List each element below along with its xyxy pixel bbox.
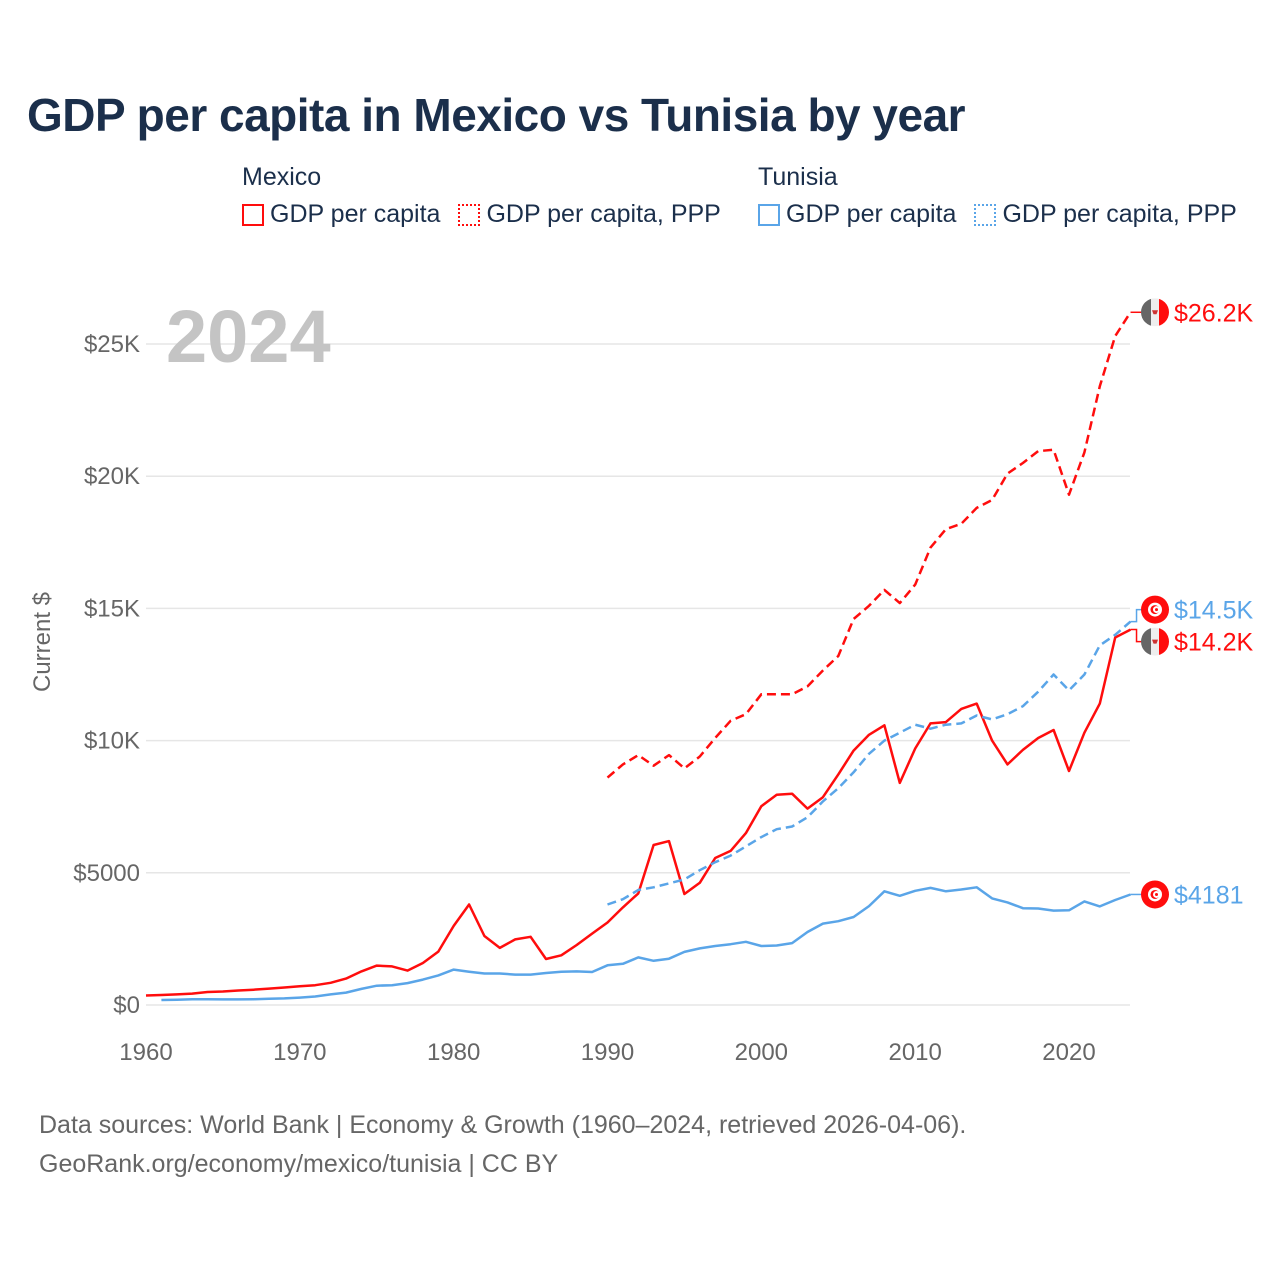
flag-star [1155, 892, 1158, 896]
flag-stripe [1159, 298, 1169, 327]
flag-stripe [1141, 298, 1151, 327]
end-value-label: $26.2K [1174, 299, 1254, 327]
chart-title: GDP per capita in Mexico vs Tunisia by y… [27, 89, 966, 141]
flag-emblem [1152, 310, 1158, 315]
end-value-label: $14.5K [1174, 597, 1254, 625]
x-tick-label: 2020 [1042, 1039, 1095, 1066]
y-tick-label: $0 [113, 992, 140, 1019]
mexico-flag-icon [1141, 627, 1169, 656]
x-tick-label: 1980 [427, 1039, 480, 1066]
legend-swatch-solid [758, 203, 780, 226]
legend-item-tunisia-ppp[interactable]: GDP per capita, PPP [974, 200, 1237, 229]
x-tick-label: 1970 [273, 1039, 326, 1066]
legend-group-mexico: Mexico GDP per capita GDP per capita, PP… [242, 163, 721, 229]
legend-swatch-dotted [458, 203, 481, 226]
flag-star [1155, 608, 1158, 612]
flag-stripe [1159, 627, 1169, 656]
leader-line [1130, 628, 1143, 643]
flag-stripes [1141, 627, 1169, 656]
x-tick-label: 2010 [888, 1039, 941, 1066]
tunisia-flag-icon [1141, 880, 1169, 909]
legend-item-mexico-ppp[interactable]: GDP per capita, PPP [458, 200, 721, 229]
legend-label: GDP per capita [270, 200, 441, 228]
flag-emblem [1152, 639, 1158, 644]
y-axis-label: Current $ [29, 592, 56, 692]
y-tick-label: $10K [84, 728, 140, 755]
year-watermark: 2024 [166, 295, 331, 378]
y-tick-label: $20K [84, 463, 140, 490]
source-link[interactable]: GeoRank.org/economy/mexico/tunisia | CC … [39, 1150, 559, 1178]
end-value-label: $14.2K [1174, 629, 1254, 657]
series-line-mexico-gdp-per-capita-ppp [606, 311, 1132, 779]
legend-item-mexico-gdp[interactable]: GDP per capita [242, 200, 440, 229]
legend-label: GDP per capita [786, 200, 957, 228]
legend-heading-mexico: Mexico [242, 163, 322, 191]
series-line-tunisia-gdp-per-capita-ppp [607, 620, 1132, 906]
series-line-tunisia-gdp-per-capita [161, 886, 1131, 1002]
legend-swatch-dotted [974, 203, 997, 226]
flag-stripes [1141, 298, 1169, 327]
legend-label: GDP per capita, PPP [486, 200, 721, 228]
tunisia-flag-icon [1141, 595, 1169, 624]
legend-label: GDP per capita, PPP [1002, 200, 1237, 228]
legend-swatch-solid [242, 203, 264, 226]
x-tick-label: 2000 [735, 1039, 788, 1066]
y-tick-label: $15K [84, 595, 140, 622]
leader-line [1130, 608, 1143, 623]
mexico-flag-icon [1141, 298, 1169, 327]
flag-stripe [1141, 627, 1151, 656]
footer: Data sources: World Bank | Economy & Gro… [39, 1106, 966, 1184]
series-line-mexico-gdp-per-capita [145, 628, 1132, 997]
source-note: Data sources: World Bank | Economy & Gro… [39, 1111, 967, 1139]
legend-item-tunisia-gdp[interactable]: GDP per capita [758, 200, 956, 229]
legend-group-tunisia: Tunisia GDP per capita GDP per capita, P… [758, 163, 1237, 229]
y-tick-label: $25K [84, 331, 140, 358]
x-tick-label: 1960 [119, 1039, 172, 1066]
end-value-label: $4181 [1174, 881, 1244, 909]
legend-heading-tunisia: Tunisia [758, 163, 838, 191]
x-tick-label: 1990 [581, 1039, 634, 1066]
y-tick-label: $5000 [73, 860, 140, 887]
